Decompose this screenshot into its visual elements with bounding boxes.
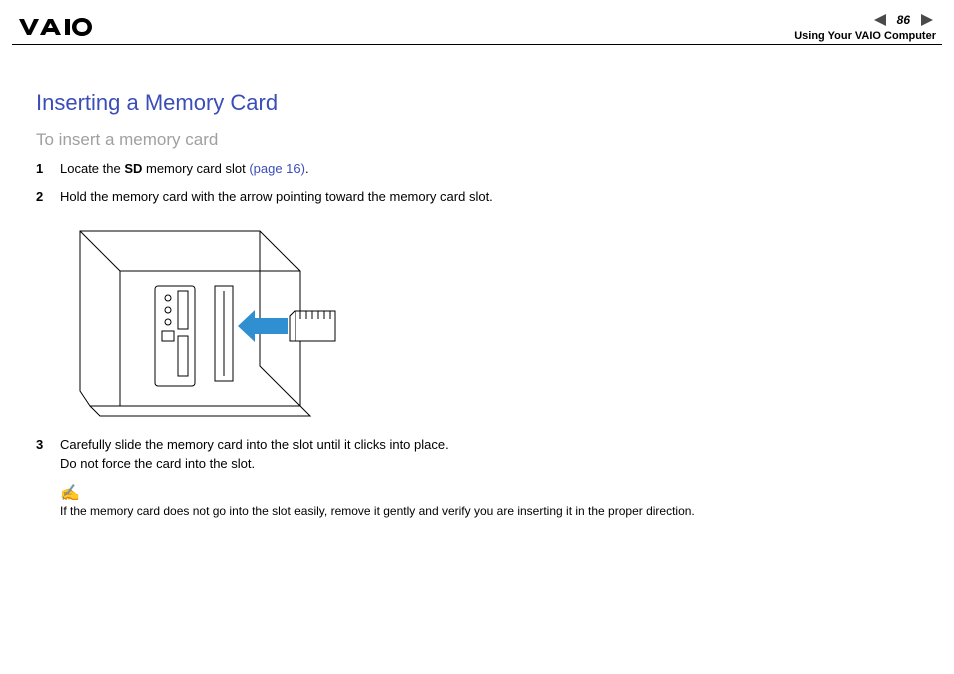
insert-arrow-icon — [238, 310, 288, 342]
step-text: Locate the SD memory card slot (page 16)… — [60, 160, 924, 178]
note: ✍ If the memory card does not go into th… — [60, 483, 924, 520]
note-text: If the memory card does not go into the … — [60, 503, 924, 520]
page-16-link[interactable]: (page 16) — [249, 161, 305, 176]
next-page-button[interactable] — [916, 12, 936, 28]
prev-page-button[interactable] — [871, 12, 891, 28]
memory-card-illustration — [60, 216, 350, 426]
step-1: 1 Locate the SD memory card slot (page 1… — [36, 160, 924, 178]
step-text: Carefully slide the memory card into the… — [60, 436, 924, 472]
page-title: Inserting a Memory Card — [36, 90, 924, 116]
step-number: 2 — [36, 188, 60, 206]
step-text: Hold the memory card with the arrow poin… — [60, 188, 924, 206]
vaio-logo — [18, 12, 113, 43]
page-subtitle: To insert a memory card — [36, 130, 924, 150]
step-number: 3 — [36, 436, 60, 472]
step-2: 2 Hold the memory card with the arrow po… — [36, 188, 924, 206]
page-number: 86 — [897, 13, 910, 27]
note-icon: ✍ — [60, 483, 924, 503]
section-label: Using Your VAIO Computer — [794, 30, 936, 42]
header-rule — [12, 44, 942, 45]
step-number: 1 — [36, 160, 60, 178]
step-3: 3 Carefully slide the memory card into t… — [36, 436, 924, 472]
